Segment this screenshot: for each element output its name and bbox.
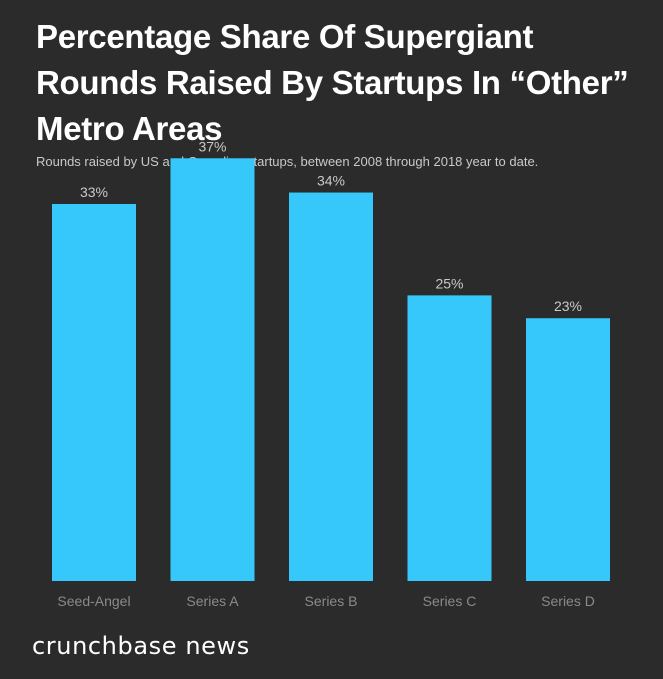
bar-seed-angel — [52, 203, 136, 581]
data-label: 23% — [554, 298, 582, 314]
chart-subtitle: Rounds raised by US and Canadian startup… — [36, 154, 539, 169]
bar-chart: 33% Seed-Angel 37% Series A 34% Series B 25% Se… — [52, 138, 610, 609]
data-label: 37% — [198, 138, 226, 154]
bar-series a — [170, 158, 255, 581]
x-tick-label: Series C — [423, 593, 477, 609]
x-tick-label: Seed-Angel — [57, 593, 130, 609]
x-tick-label: Series B — [305, 593, 358, 609]
data-label: 33% — [80, 184, 108, 200]
x-tick-label: Series A — [186, 593, 239, 609]
data-label: 34% — [317, 173, 345, 189]
bar-series b — [289, 192, 373, 582]
chart-title: Percentage Share Of Supergiant Rounds Ra… — [36, 18, 629, 147]
bar-series d — [526, 318, 610, 581]
crunchbase-news-logo: crunchbase news — [32, 632, 250, 660]
bar-series c — [407, 295, 492, 581]
data-label: 25% — [435, 275, 463, 291]
x-tick-label: Series D — [541, 593, 595, 609]
